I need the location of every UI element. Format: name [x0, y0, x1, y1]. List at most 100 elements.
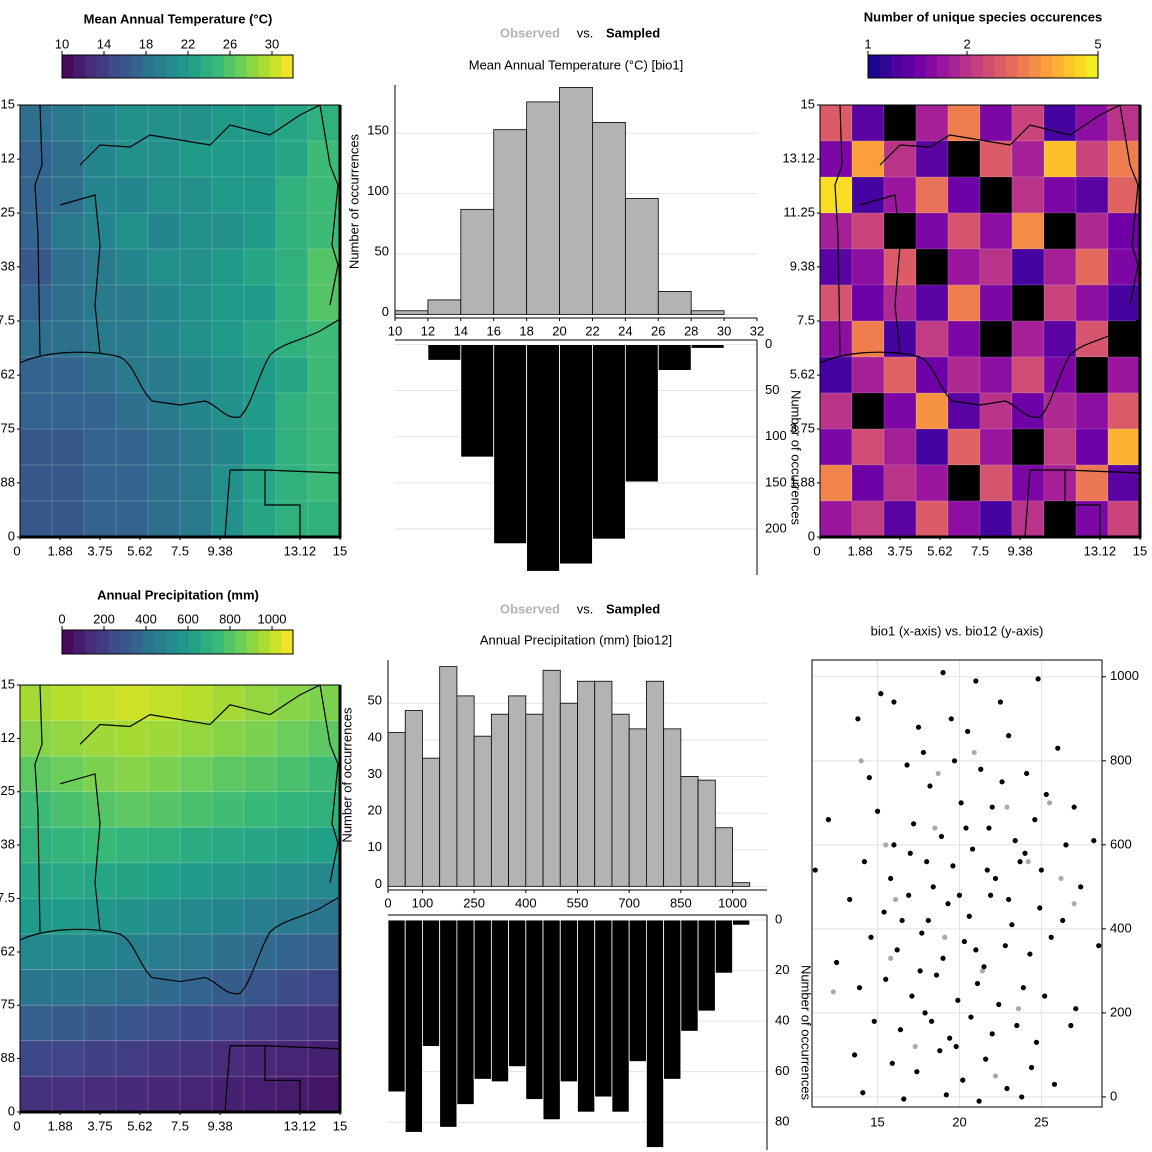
- scatter-point: [1038, 867, 1044, 873]
- scatter-point: [1048, 934, 1054, 940]
- sampled-bar: [663, 919, 682, 1080]
- scatter-point: [1006, 733, 1012, 739]
- map-cell: [307, 140, 341, 178]
- map-cell: [211, 176, 245, 214]
- colorbar-step: [119, 630, 132, 654]
- map-cell: [947, 428, 981, 466]
- x-tick-label: 15: [333, 543, 347, 558]
- map-cell: [1107, 284, 1141, 322]
- map-cell: [307, 104, 341, 142]
- map-cell: [147, 720, 181, 757]
- map-cell: [51, 320, 85, 358]
- map-cell: [819, 140, 853, 178]
- y-tick-label: 5.62: [0, 367, 15, 382]
- map-cell: [211, 933, 245, 971]
- colorbar-step: [914, 55, 926, 78]
- sampled-bar: [404, 919, 423, 1133]
- map-cell: [115, 933, 149, 971]
- colorbar-step: [154, 630, 167, 654]
- scatter-point: [973, 678, 979, 684]
- map-cell: [19, 356, 53, 394]
- map-cell: [83, 500, 117, 538]
- x-tick-label: 28: [684, 323, 698, 338]
- map-cell: [1011, 140, 1045, 178]
- map-cell: [243, 140, 277, 178]
- colorbar-step: [165, 630, 178, 654]
- observed-bar: [690, 310, 725, 315]
- colorbar-tick-label: 200: [93, 611, 115, 626]
- map-cell: [147, 826, 181, 864]
- map-cell: [1011, 428, 1045, 466]
- y2-tick-label: 20: [775, 962, 789, 977]
- map-cell: [1107, 464, 1141, 502]
- map-cell: [307, 1075, 341, 1113]
- scatter-point: [1004, 1085, 1010, 1092]
- map-cell: [307, 356, 341, 394]
- scatter-point: [930, 884, 936, 890]
- scatter-point: [947, 1035, 953, 1041]
- map-cell: [1011, 104, 1045, 142]
- observed-bar: [624, 198, 659, 315]
- colorbar-step: [119, 55, 132, 78]
- map-cell: [83, 684, 117, 722]
- colorbar-step: [223, 55, 236, 78]
- colorbar-step: [154, 55, 167, 78]
- colorbar-step: [73, 55, 86, 78]
- map-cell: [51, 284, 85, 322]
- colorbar-step: [235, 630, 248, 654]
- y-tick-label: 1.88: [790, 474, 815, 489]
- observed-bar: [404, 710, 423, 887]
- map-cell: [243, 755, 277, 793]
- map-cell: [307, 755, 341, 793]
- colorbar-step: [246, 55, 259, 78]
- map-cell: [115, 104, 149, 142]
- observed-bar: [525, 713, 544, 887]
- map-cell: [211, 320, 245, 358]
- map-cell: [1043, 500, 1077, 538]
- y-tick-label: 0: [8, 528, 15, 543]
- x-tick-label: 400: [515, 895, 537, 910]
- map-cell: [147, 356, 181, 394]
- map-cell: [51, 1040, 85, 1077]
- map-cell: [883, 428, 917, 466]
- y-tick-label: 0: [808, 528, 815, 543]
- colorbar-step: [131, 630, 144, 654]
- map-cell: [51, 104, 85, 142]
- observed-bar: [732, 882, 751, 887]
- map-cell: [915, 212, 949, 250]
- map-cell: [819, 248, 853, 286]
- map-cell: [83, 933, 117, 971]
- subtitle: Annual Precipitation (mm) [bio12]: [480, 632, 672, 647]
- map-cell: [51, 1075, 85, 1113]
- map-cell: [979, 392, 1013, 430]
- map-cell: [243, 898, 277, 935]
- map-cell: [307, 720, 341, 757]
- scatter-point: [997, 699, 1004, 705]
- map-cell: [147, 933, 181, 971]
- scatter-point: [958, 800, 964, 806]
- map-cell: [947, 464, 981, 502]
- observed-bar: [611, 713, 630, 887]
- map-cell: [915, 176, 949, 214]
- colorbar-step: [925, 55, 938, 78]
- map-cell: [243, 392, 277, 430]
- y-tick-label: 9.38: [790, 258, 815, 273]
- map-cell: [179, 464, 213, 502]
- scatter-point: [1017, 859, 1023, 865]
- scatter-point: [1004, 804, 1010, 810]
- map-cell: [979, 356, 1013, 394]
- scatter-point: [1014, 1022, 1020, 1029]
- colorbar-step: [142, 55, 155, 78]
- y-tick-label: 100: [367, 183, 389, 198]
- y-tick-label: 40: [368, 729, 382, 744]
- map-cell: [83, 356, 117, 394]
- sampled-bar: [657, 344, 692, 371]
- y2-tick-label: 0: [765, 336, 772, 351]
- scatter-point: [1055, 745, 1061, 751]
- colorbar-tick-label: 1000: [258, 611, 287, 626]
- plot-frame: [811, 659, 1103, 1108]
- scatter-point: [907, 850, 913, 856]
- scatter-point: [935, 770, 941, 777]
- map-cell: [51, 356, 85, 394]
